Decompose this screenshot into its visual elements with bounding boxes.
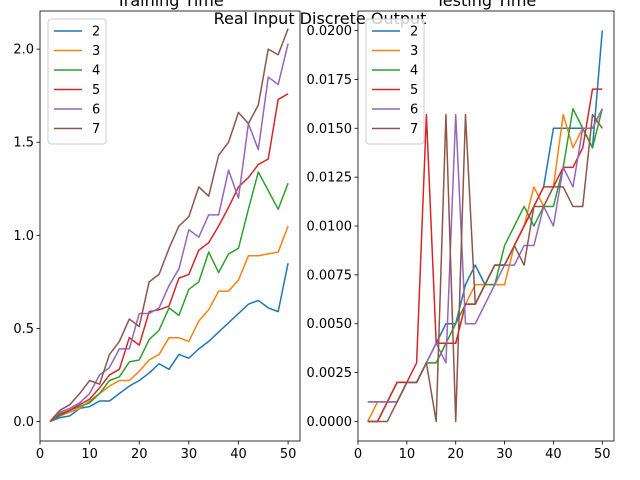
training-y-tick-label: 1.0 [13, 229, 34, 244]
testing-x-tick-label: 10 [399, 447, 416, 462]
training-time-chart: 0 10 20 30 40 50 0.0 0.5 1.0 1.5 2.0 2 3 4 5 6 7 Training… [13, 0, 301, 462]
training-series-line-3 [49, 225, 289, 423]
testing-y-tick-label: 0.0000 [307, 415, 353, 430]
training-series-group [49, 28, 289, 423]
training-y-tick-label: 2.0 [13, 43, 34, 58]
testing-x-tick-label: 40 [545, 447, 562, 462]
training-x-tick-label: 10 [81, 447, 98, 462]
training-legend-label-6: 6 [92, 103, 100, 118]
training-legend: 2 3 4 5 6 7 [47, 18, 107, 145]
testing-y-tick-label: 0.0175 [307, 73, 353, 88]
training-x-tick-label: 40 [230, 447, 247, 462]
testing-time-chart: 0 10 20 30 40 50 0.0000 0.0025 0.0050 0.0075 0.010… [307, 0, 615, 462]
training-series-line-7 [49, 28, 289, 422]
testing-series-line-7 [367, 113, 603, 423]
training-legend-label-5: 5 [92, 83, 100, 98]
training-x-tick-label: 0 [36, 447, 44, 462]
testing-legend-label-6: 6 [410, 103, 418, 118]
testing-y-tick-label: 0.0125 [307, 171, 353, 186]
training-series-line-2 [49, 263, 289, 423]
training-series-line-4 [49, 171, 289, 423]
testing-chart-title: Testing Time [435, 0, 537, 10]
testing-legend: 2 3 4 5 6 7 [365, 18, 425, 145]
training-series-line-5 [49, 93, 289, 423]
testing-y-tick-label: 0.0025 [307, 366, 353, 381]
testing-legend-label-7: 7 [410, 122, 418, 137]
training-y-tick-label: 0.5 [13, 322, 34, 337]
training-legend-label-2: 2 [92, 25, 100, 40]
testing-y-tick-label: 0.0075 [307, 268, 353, 283]
testing-legend-label-2: 2 [410, 25, 418, 40]
testing-x-tick-label: 50 [594, 447, 611, 462]
testing-legend-label-4: 4 [410, 64, 418, 79]
testing-y-tick-label: 0.0100 [307, 220, 353, 235]
testing-x-tick-label: 30 [496, 447, 513, 462]
testing-y-tick-label: 0.0200 [307, 24, 353, 39]
training-y-tick-label: 1.5 [13, 136, 34, 151]
training-axes-frame [39, 10, 301, 442]
training-legend-label-4: 4 [92, 64, 100, 79]
testing-y-tick-label: 0.0150 [307, 122, 353, 137]
training-legend-label-3: 3 [92, 44, 100, 59]
testing-x-tick-label: 0 [354, 447, 362, 462]
training-y-tick-label: 0.0 [13, 415, 34, 430]
training-chart-title: Training Time [115, 0, 223, 10]
testing-y-tick-label: 0.0050 [307, 317, 353, 332]
testing-x-tick-label: 20 [447, 447, 464, 462]
training-x-tick-label: 50 [280, 447, 297, 462]
testing-legend-label-5: 5 [410, 83, 418, 98]
training-x-tick-label: 30 [181, 447, 198, 462]
training-legend-label-7: 7 [92, 122, 100, 137]
testing-series-group [367, 30, 604, 423]
training-x-tick-label: 20 [131, 447, 148, 462]
testing-legend-label-3: 3 [410, 44, 418, 59]
